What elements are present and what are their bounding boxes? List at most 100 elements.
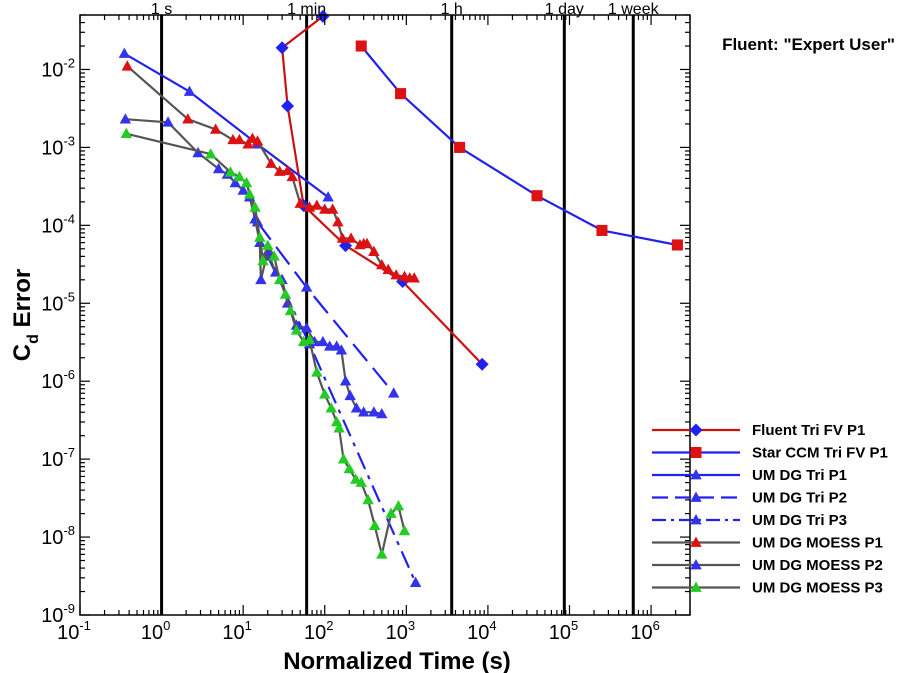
data-point [233, 170, 246, 182]
data-point [303, 333, 316, 345]
x-tick-label: 105 [549, 618, 578, 644]
x-tick-label: 106 [630, 618, 659, 644]
legend-marker [690, 469, 702, 480]
reference-label-1-s: 1 s [151, 1, 172, 18]
data-point [120, 127, 133, 139]
y-tick-label: 10-8 [41, 523, 75, 549]
data-point [240, 176, 253, 188]
series-lines [118, 9, 683, 587]
y-axis-title-subscript: d [25, 334, 42, 344]
data-point [387, 387, 400, 398]
legend-item-um-dg-moess-p1: UM DG MOESS P1 [652, 535, 883, 552]
data-point [311, 199, 323, 210]
legend-marker [690, 514, 702, 525]
data-point [335, 344, 348, 355]
data-point [454, 141, 466, 153]
data-point [119, 113, 132, 124]
data-point [326, 203, 339, 214]
data-point [345, 232, 357, 243]
data-point [249, 213, 261, 224]
data-point [369, 519, 381, 530]
data-point [355, 40, 367, 52]
data-point [376, 258, 388, 270]
legend-item-um-dg-tri-p2: UM DG Tri P2 [652, 490, 847, 507]
data-point [337, 453, 350, 464]
data-point [596, 224, 608, 236]
data-point [265, 157, 277, 168]
data-point [350, 473, 362, 484]
data-point [286, 170, 298, 182]
data-point [332, 216, 344, 227]
legend-marker [690, 581, 702, 592]
x-tick-label: 102 [304, 618, 333, 644]
data-point [251, 135, 264, 146]
data-point [257, 254, 269, 266]
data-point [475, 357, 489, 371]
legend-label: UM DG MOESS P2 [752, 557, 883, 574]
data-point [316, 9, 330, 23]
series-line [126, 132, 406, 556]
data-point [275, 41, 289, 55]
legend-item-star-ccm-tri-fv-p1: Star CCM Tri FV P1 [652, 445, 888, 462]
series-line [123, 52, 329, 198]
legend: Fluent Tri FV P1 Star CCM Tri FV P1 UM DG … [652, 422, 888, 597]
series-um-dg-moess-p1 [121, 60, 420, 283]
data-point [233, 133, 246, 145]
series-um-dg-moess-p3 [120, 127, 411, 559]
data-point [362, 493, 374, 505]
y-tick-label: 10-5 [41, 289, 75, 315]
data-point [333, 422, 345, 433]
data-point [368, 245, 380, 256]
legend-marker [690, 559, 702, 570]
y-tick-label: 10-6 [41, 367, 75, 393]
x-tick-label: 103 [386, 618, 415, 644]
legend-label: UM DG Tri P2 [752, 490, 847, 507]
data-point [390, 269, 402, 280]
y-axis-title: Cd Error [9, 269, 42, 361]
data-point [268, 250, 280, 261]
data-point [118, 47, 131, 58]
data-point [284, 304, 297, 316]
data-point [254, 231, 266, 242]
x-tick-label: 100 [141, 618, 170, 644]
series-um-dg-moess-p2 [119, 113, 388, 419]
x-axis-title: Normalized Time (s) [283, 648, 511, 673]
data-point [300, 281, 313, 292]
data-point [319, 388, 331, 399]
data-point [204, 148, 217, 159]
data-point [343, 462, 356, 474]
data-point [409, 576, 422, 587]
y-axis-title-rest: Error [9, 269, 36, 334]
data-point [350, 402, 363, 413]
y-tick-label: 10-2 [41, 55, 75, 81]
data-point [330, 415, 343, 427]
legend-item-um-dg-tri-p1: UM DG Tri P1 [652, 467, 847, 484]
data-point [382, 263, 394, 274]
data-point [671, 239, 683, 251]
data-point [311, 366, 323, 377]
legend-label: UM DG MOESS P1 [752, 535, 883, 552]
reference-label-1-min: 1 min [287, 1, 326, 18]
y-axis-title-main: C [9, 344, 36, 361]
data-point [319, 203, 331, 214]
legend-marker [689, 423, 703, 437]
data-point [224, 166, 237, 177]
data-point [273, 273, 286, 285]
data-point [376, 548, 388, 559]
legend-item-um-dg-tri-p3: UM DG Tri P3 [652, 512, 847, 529]
data-point [281, 164, 294, 176]
x-tick-label: 101 [222, 618, 251, 644]
data-point [229, 176, 241, 188]
chart-title: Fluent: "Expert User" [722, 35, 895, 54]
legend-marker [690, 536, 702, 547]
data-point [361, 237, 373, 249]
data-point [279, 288, 292, 299]
data-point [290, 324, 303, 335]
data-point [357, 406, 370, 417]
legend-label: Fluent Tri FV P1 [752, 422, 865, 439]
data-point [209, 123, 222, 134]
data-point [392, 500, 405, 511]
data-point [249, 201, 261, 212]
data-point [336, 232, 349, 243]
